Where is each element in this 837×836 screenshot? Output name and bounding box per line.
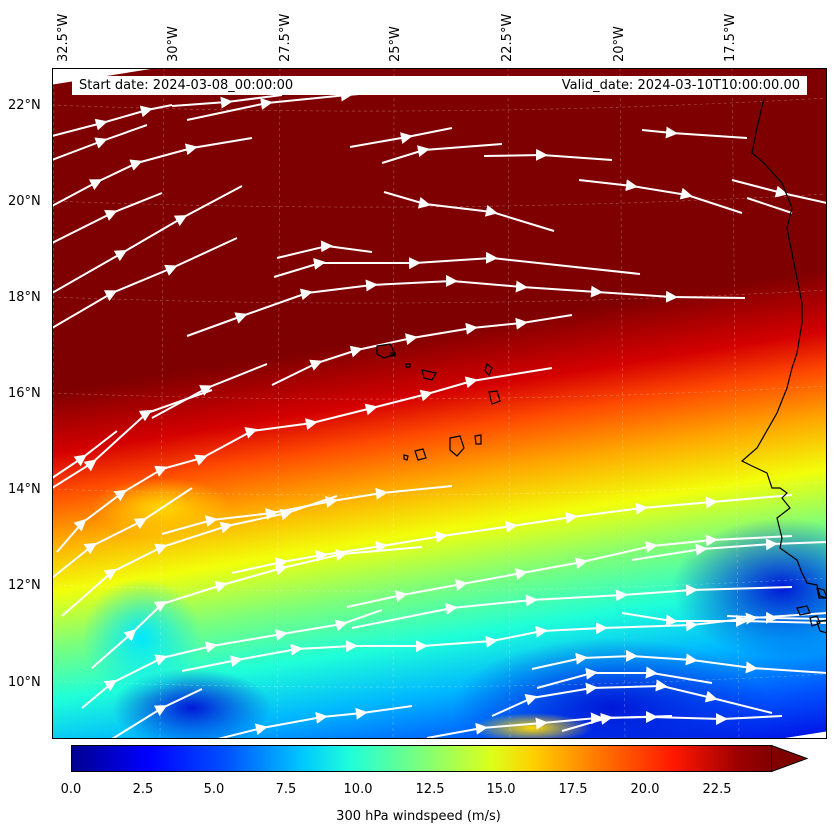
lon-label: 32.5°W [56,13,71,62]
colorbar-tick: 5.0 [203,782,225,797]
wind-speed-field [52,68,827,739]
colorbar-tick: 0.0 [60,782,82,797]
start-date-label: Start date: 2024-03-08_00:00:00 [79,78,294,93]
lat-label: 14°N [8,482,41,497]
lon-label: 25°W [388,26,403,62]
colorbar-title: 300 hPa windspeed (m/s) [336,809,501,824]
lon-label: 27.5°W [278,13,293,62]
colorbar-gradient [71,745,772,772]
lon-label: 22.5°W [500,13,515,62]
colorbar-tick: 20.0 [630,782,660,797]
lat-label: 20°N [8,194,41,209]
colorbar-extend-arrow [771,745,809,773]
colorbar-tick: 12.5 [415,782,445,797]
date-info-box: Start date: 2024-03-08_00:00:00 Valid_da… [72,76,807,95]
colorbar-tick: 2.5 [132,782,154,797]
lat-label: 22°N [8,98,41,113]
valid-date-label: Valid_date: 2024-03-10T10:00:00.00 [561,78,800,93]
wind-map [52,68,827,739]
lon-label: 17.5°W [723,13,738,62]
coastlines [376,97,827,634]
colorbar-tick: 7.5 [275,782,297,797]
colorbar-tick: 15.0 [486,782,516,797]
lat-label: 10°N [8,675,41,690]
colorbar-tick: 10.0 [343,782,373,797]
lat-label: 12°N [8,578,41,593]
lat-label: 18°N [8,290,41,305]
colorbar-tick: 22.5 [702,782,732,797]
lat-label: 16°N [8,386,41,401]
wind-streamlines [52,82,827,739]
lon-label: 30°W [166,26,181,62]
lon-label: 20°W [612,26,627,62]
wind-field-map-svg [52,68,827,739]
windspeed-colorbar [71,745,809,773]
colorbar-tick: 17.5 [558,782,588,797]
